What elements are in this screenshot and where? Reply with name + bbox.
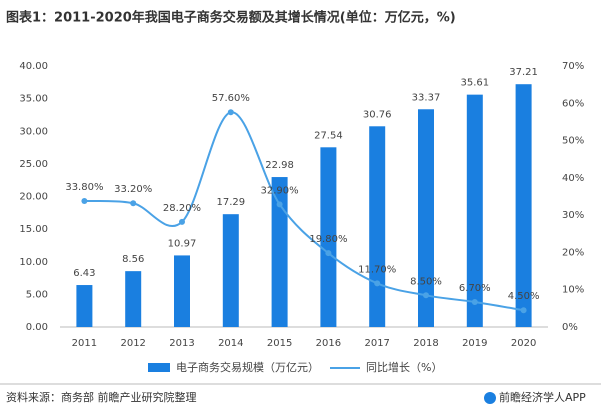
y-tick-label: 25.00 [19,159,48,170]
bar [125,271,142,327]
source: 资料来源：商务部 前瞻产业研究院整理 [6,390,197,404]
bar [515,84,532,328]
y2-tick-label: 70% [562,61,584,72]
line-marker [179,218,185,225]
bar [320,147,337,327]
line-value-label: 11.70% [358,264,396,275]
bar-value-label: 6.43 [73,268,95,279]
bar [369,126,386,327]
x-tick-label: 2019 [462,338,487,349]
bar [222,214,239,327]
line-marker [374,280,381,287]
line-marker [520,307,527,314]
line-marker [130,200,137,207]
x-tick-label: 2016 [316,338,341,349]
x-tick-label: 2011 [72,338,97,349]
line-marker [325,250,332,257]
bar [174,255,190,327]
brand: 前瞻经济学人APP [499,390,586,404]
y-tick-label: 30.00 [19,126,48,137]
line-marker [471,299,478,306]
x-tick-label: 2018 [413,338,438,349]
line-value-label: 57.60% [212,93,250,104]
bar-value-label: 22.98 [265,160,294,171]
line-value-label: 4.50% [508,291,540,302]
bar-value-label: 35.61 [460,78,489,89]
line-value-label: 19.80% [309,234,347,245]
line-value-label: 8.50% [410,276,442,287]
x-tick-label: 2017 [364,338,389,349]
y2-tick-label: 20% [562,247,584,258]
y-tick-label: 35.00 [19,94,48,105]
growth-line [84,111,524,312]
x-tick-label: 2012 [120,338,145,349]
bar [418,109,434,328]
bar [466,94,483,328]
line-value-label: 6.70% [459,283,491,294]
x-tick-label: 2013 [169,338,194,349]
y-tick-label: 20.00 [19,192,48,203]
bar-value-label: 27.54 [314,130,343,141]
bar-value-label: 33.37 [412,92,441,103]
legend-swatch [148,363,170,372]
legend-label: 电子商务交易规模（万亿元） [176,360,319,374]
bar [271,177,288,327]
chart-title: 图表1：2011-2020年我国电子商务交易额及其增长情况(单位：万亿元，%) [6,10,456,26]
line-marker [227,109,234,116]
y2-tick-label: 60% [562,98,584,109]
y-tick-label: 15.00 [19,224,48,235]
line-marker [276,201,283,208]
y2-tick-label: 10% [562,285,584,296]
legend-label: 同比增长（%） [366,360,442,374]
y-tick-label: 0.00 [26,322,48,333]
line-value-label: 33.80% [65,182,103,193]
y-tick-label: 40.00 [19,61,48,72]
bar-value-label: 8.56 [122,254,144,265]
y2-tick-label: 50% [562,136,584,147]
y-tick-label: 10.00 [19,257,48,268]
line-value-label: 28.20% [163,203,201,214]
bar [76,285,93,327]
y-tick-label: 5.00 [26,289,48,300]
line-value-label: 33.20% [114,184,152,195]
y2-tick-label: 0% [562,322,578,333]
bar-value-label: 10.97 [168,238,197,249]
brand-logo [484,392,496,404]
x-tick-label: 2014 [218,338,243,349]
bar-value-label: 17.29 [216,197,245,208]
y2-tick-label: 40% [562,173,584,184]
x-tick-label: 2015 [267,338,292,349]
y2-tick-label: 30% [562,210,584,221]
bar-value-label: 30.76 [363,109,392,120]
bar-value-label: 37.21 [509,67,538,78]
line-marker [81,197,88,204]
line-marker [423,292,429,299]
x-tick-label: 2020 [511,338,536,349]
line-value-label: 32.90% [261,185,299,196]
